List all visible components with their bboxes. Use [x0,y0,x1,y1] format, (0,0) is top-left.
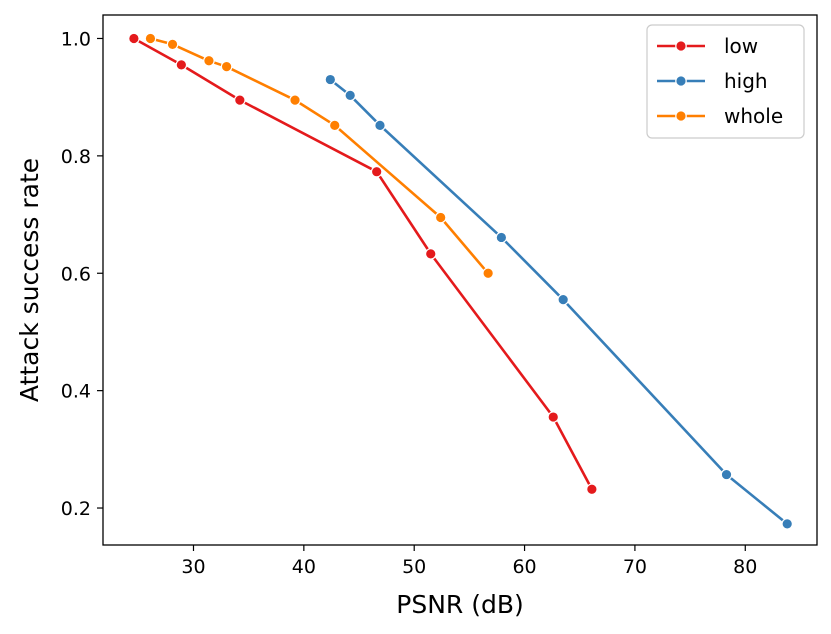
legend-box [646,24,805,139]
data-point [557,293,569,306]
data-point [374,119,386,132]
legend-label-high: high [724,69,768,93]
legend-marker-low [675,40,687,52]
y-tick-label: 0.8 [61,146,91,168]
y-tick-label: 0.6 [61,263,91,285]
x-tick-label: 80 [733,556,757,578]
data-point [289,94,301,106]
data-point [328,119,341,132]
y-tick-label: 0.2 [61,498,91,520]
data-point [220,60,233,73]
legend-label-whole: whole [724,104,783,128]
data-point [781,518,794,530]
y-tick-label: 1.0 [61,28,91,50]
plot-frame [102,14,818,546]
data-point [175,59,188,71]
x-axis-ticks: 30 40 50 60 70 80 [181,545,757,578]
data-point [547,411,560,423]
series-layer [128,32,794,530]
data-point [482,267,494,280]
legend-marker-high [675,75,687,87]
data-point [495,231,508,244]
x-tick-label: 50 [402,556,426,578]
y-axis-ticks: 0.2 0.4 0.6 0.8 1.0 [61,28,103,520]
data-point [586,483,598,496]
data-point [203,54,215,67]
data-point [324,73,337,86]
legend: low high whole [646,24,805,139]
y-axis-title: Attack success rate [15,158,44,402]
series-line-whole [150,37,490,275]
x-axis-title: PSNR (dB) [396,590,524,619]
x-tick-label: 70 [623,556,647,578]
data-point [166,38,179,51]
data-point [144,32,157,45]
legend-marker-whole [675,110,687,122]
series-high [324,73,794,530]
series-whole [144,32,494,280]
legend-label-low: low [724,34,758,58]
x-tick-label: 30 [181,556,205,578]
plot-area [102,14,818,546]
data-point [434,211,447,224]
data-point [720,468,733,481]
data-point [128,32,140,45]
data-point [234,94,246,106]
series-low [128,32,598,496]
x-tick-label: 40 [292,556,316,578]
x-tick-label: 60 [512,556,536,578]
data-point [370,165,383,178]
data-point [344,89,356,102]
y-tick-label: 0.4 [61,381,91,403]
data-point [424,248,437,260]
